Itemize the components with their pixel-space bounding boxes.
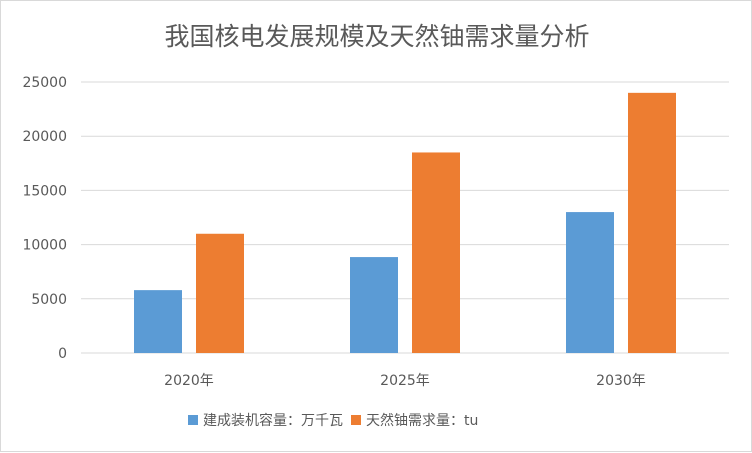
legend-label: 建成装机容量：万千瓦 xyxy=(203,412,343,429)
chart-title: 我国核电发展规模及天然铀需求量分析 xyxy=(164,22,589,51)
legend-swatch xyxy=(351,415,361,425)
y-tick-label: 10000 xyxy=(22,238,67,254)
bar-uranium-2025年 xyxy=(412,152,460,353)
y-tick-label: 0 xyxy=(58,346,67,362)
bar-capacity-2025年 xyxy=(350,257,398,353)
bar-uranium-2020年 xyxy=(196,233,244,353)
x-tick-label: 2025年 xyxy=(380,373,430,389)
x-tick-label: 2020年 xyxy=(164,373,214,389)
bar-capacity-2030年 xyxy=(566,212,614,353)
y-tick-label: 20000 xyxy=(22,129,67,145)
bar-uranium-2030年 xyxy=(628,92,676,353)
y-tick-label: 15000 xyxy=(22,183,67,199)
y-tick-label: 25000 xyxy=(22,75,67,91)
y-tick-label: 5000 xyxy=(31,292,67,308)
legend-swatch xyxy=(188,415,198,425)
bar-capacity-2020年 xyxy=(134,290,182,353)
x-tick-label: 2030年 xyxy=(596,373,646,389)
legend-label: 天然铀需求量：tu xyxy=(366,412,478,429)
